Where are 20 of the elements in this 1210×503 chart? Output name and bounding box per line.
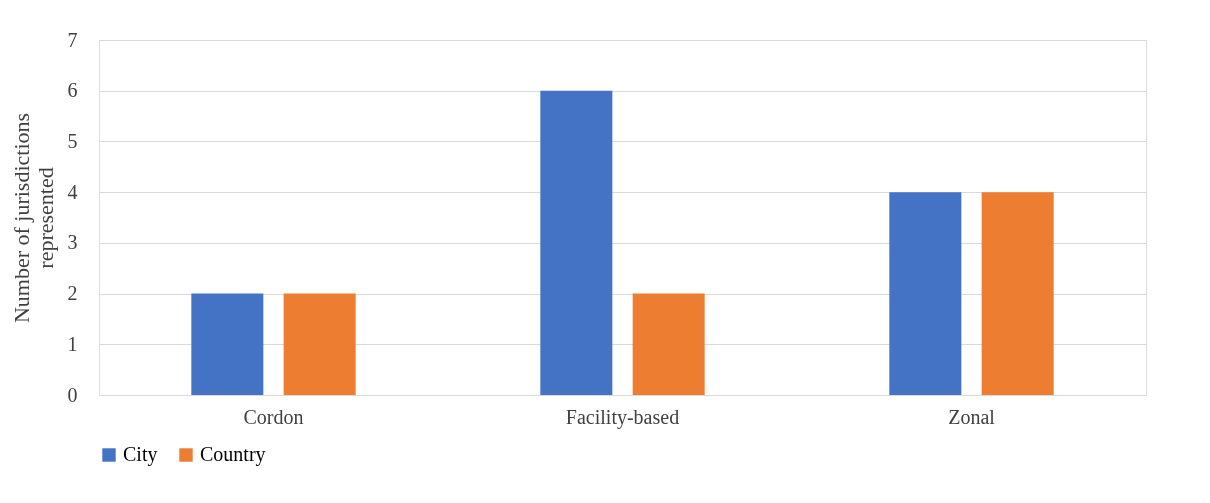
bar bbox=[191, 293, 264, 395]
legend-label: City bbox=[123, 443, 158, 466]
y-tick-label: 0 bbox=[67, 383, 78, 406]
bar bbox=[540, 90, 613, 395]
y-tick-label: 3 bbox=[67, 231, 78, 254]
y-tick-label: 4 bbox=[67, 180, 78, 203]
bar bbox=[981, 192, 1054, 395]
y-tick-label: 2 bbox=[67, 282, 78, 305]
y-tick-label: 6 bbox=[67, 79, 78, 102]
legend-label: Country bbox=[200, 443, 266, 466]
y-tick-label: 1 bbox=[67, 332, 78, 355]
bar bbox=[283, 293, 356, 395]
x-tick-label: Cordon bbox=[243, 405, 304, 428]
x-tick-label: Facility-based bbox=[565, 405, 680, 429]
y-axis-title: Number of jurisdictions represented bbox=[8, 112, 58, 324]
y-tick-label: 7 bbox=[67, 28, 78, 51]
bar bbox=[632, 293, 705, 395]
x-tick-label: Zonal bbox=[948, 405, 996, 428]
bar bbox=[889, 192, 962, 395]
y-tick-label: 5 bbox=[67, 129, 78, 152]
